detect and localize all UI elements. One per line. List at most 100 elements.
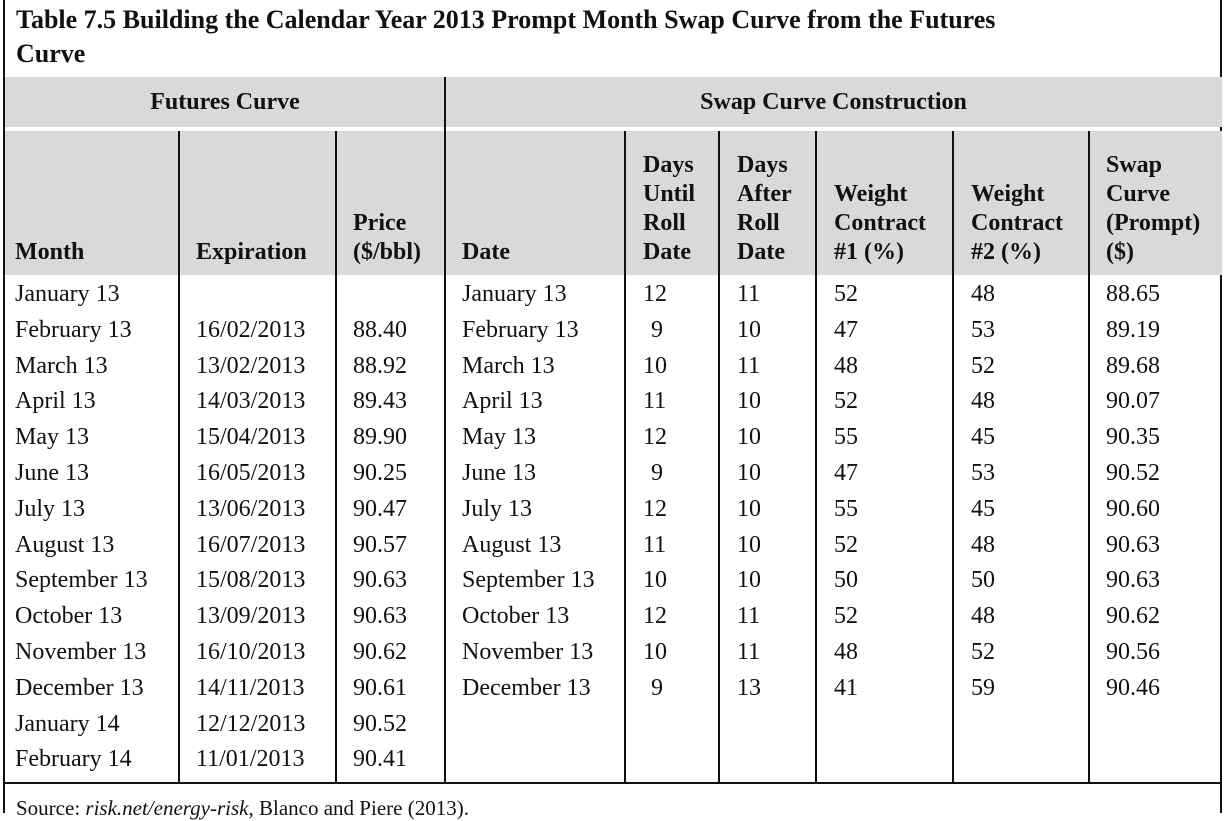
col-header-line: Roll xyxy=(643,210,686,236)
column-divider xyxy=(335,131,337,783)
cell-month: April 13 xyxy=(15,388,96,415)
cell-swap-curve: 90.52 xyxy=(1106,460,1160,486)
cell-price: 90.62 xyxy=(353,639,407,665)
cell-weight-1: 50 xyxy=(834,567,858,594)
cell-days-after: 11 xyxy=(737,281,761,307)
cell-price: 90.61 xyxy=(353,674,407,701)
source-link-text: risk.net/energy-risk xyxy=(85,796,249,820)
col-header-swap: Swap Curve (Prompt) ($) xyxy=(1106,131,1216,267)
cell-weight-1: 48 xyxy=(834,639,858,665)
col-header-line: Month xyxy=(15,239,85,265)
cell-month: January 14 xyxy=(15,710,120,737)
cell-expiration: 15/04/2013 xyxy=(196,424,306,451)
group-header-futures: Futures Curve xyxy=(150,89,300,115)
cell-expiration: 16/02/2013 xyxy=(196,316,306,343)
col-header-price: Price ($/bbl) xyxy=(353,131,443,267)
col-header-line: Until xyxy=(643,181,696,207)
col-header-date: Date xyxy=(462,131,622,267)
cell-month: July 13 xyxy=(15,495,86,522)
col-header-line: Days xyxy=(737,152,788,178)
col-header-line: After xyxy=(737,181,792,207)
cell-date: November 13 xyxy=(462,639,594,665)
cell-days-until: 11 xyxy=(643,388,667,415)
cell-expiration: 14/11/2013 xyxy=(196,674,305,701)
bottom-rule xyxy=(3,782,1222,784)
col-header-line: (Prompt) xyxy=(1106,210,1201,236)
cell-days-after: 10 xyxy=(737,495,761,522)
cell-date: October 13 xyxy=(462,603,570,630)
cell-swap-curve: 90.07 xyxy=(1106,388,1160,415)
cell-month: March 13 xyxy=(15,352,108,379)
cell-days-after: 10 xyxy=(737,531,761,558)
cell-expiration: 12/12/2013 xyxy=(196,710,306,737)
col-header-line: #1 (%) xyxy=(834,239,904,265)
cell-days-after: 10 xyxy=(737,567,761,594)
cell-date: July 13 xyxy=(462,495,533,522)
cell-price: 90.52 xyxy=(353,710,407,737)
cell-month: June 13 xyxy=(15,460,89,486)
cell-days-after: 10 xyxy=(737,460,761,486)
col-header-line: Days xyxy=(643,152,694,178)
col-header-line: Expiration xyxy=(196,239,307,265)
cell-month: February 14 xyxy=(15,746,132,773)
cell-days-until: 10 xyxy=(643,567,667,594)
cell-date: March 13 xyxy=(462,352,555,379)
col-header-line: ($) xyxy=(1106,239,1134,265)
group-header-band xyxy=(5,77,1222,127)
col-header-weight2: Weight Contract #2 (%) xyxy=(971,131,1081,267)
column-divider xyxy=(624,131,626,783)
cell-weight-1: 47 xyxy=(834,460,858,486)
cell-date: September 13 xyxy=(462,567,595,594)
table-title-line-1: Table 7.5 Building the Calendar Year 201… xyxy=(16,5,996,34)
cell-weight-2: 48 xyxy=(971,603,995,630)
col-header-line: Swap xyxy=(1106,152,1163,178)
cell-month: October 13 xyxy=(15,603,123,630)
cell-weight-1: 55 xyxy=(834,495,858,522)
column-divider xyxy=(178,131,180,783)
source-suffix: , Blanco and Piere (2013). xyxy=(248,796,469,820)
table-frame xyxy=(3,0,1222,813)
cell-weight-2: 45 xyxy=(971,495,995,522)
cell-price: 90.41 xyxy=(353,746,407,773)
cell-weight-2: 48 xyxy=(971,388,995,415)
data-table: Futures Curve Swap Curve Construction Mo… xyxy=(5,77,1222,783)
cell-swap-curve: 90.46 xyxy=(1106,674,1160,701)
cell-weight-2: 59 xyxy=(971,674,995,701)
col-header-line: Date xyxy=(643,239,691,265)
cell-month: November 13 xyxy=(15,639,147,665)
col-header-line: Date xyxy=(737,239,785,265)
col-header-line: Weight xyxy=(971,181,1045,207)
column-header-band xyxy=(5,131,1222,275)
cell-weight-2: 53 xyxy=(971,316,995,343)
cell-weight-2: 45 xyxy=(971,424,995,451)
cell-days-until: 10 xyxy=(643,352,667,379)
column-divider xyxy=(718,131,720,783)
cell-price: 89.90 xyxy=(353,424,407,451)
col-header-expiration: Expiration xyxy=(196,131,336,267)
cell-swap-curve: 88.65 xyxy=(1106,281,1160,307)
cell-weight-1: 55 xyxy=(834,424,858,451)
cell-expiration: 13/09/2013 xyxy=(196,603,306,630)
cell-days-after: 11 xyxy=(737,603,761,630)
cell-price: 90.57 xyxy=(353,531,407,558)
cell-days-until: 12 xyxy=(643,424,667,451)
cell-swap-curve: 90.60 xyxy=(1106,495,1160,522)
cell-days-after: 10 xyxy=(737,316,761,343)
group-header-swap: Swap Curve Construction xyxy=(700,89,967,115)
cell-days-until: 9 xyxy=(651,674,663,701)
cell-month: February 13 xyxy=(15,316,132,343)
cell-swap-curve: 89.19 xyxy=(1106,316,1160,343)
cell-expiration: 15/08/2013 xyxy=(196,567,306,594)
cell-price: 90.63 xyxy=(353,603,407,630)
cell-price: 90.25 xyxy=(353,460,407,486)
cell-price: 90.63 xyxy=(353,567,407,594)
cell-date: August 13 xyxy=(462,531,562,558)
cell-expiration: 13/06/2013 xyxy=(196,495,306,522)
table-title: Table 7.5 Building the Calendar Year 201… xyxy=(16,3,1206,71)
cell-month: August 13 xyxy=(15,531,115,558)
cell-expiration: 13/02/2013 xyxy=(196,352,306,379)
cell-weight-1: 52 xyxy=(834,531,858,558)
cell-weight-2: 52 xyxy=(971,352,995,379)
cell-weight-2: 48 xyxy=(971,281,995,307)
col-header-line: Curve xyxy=(1106,181,1170,207)
